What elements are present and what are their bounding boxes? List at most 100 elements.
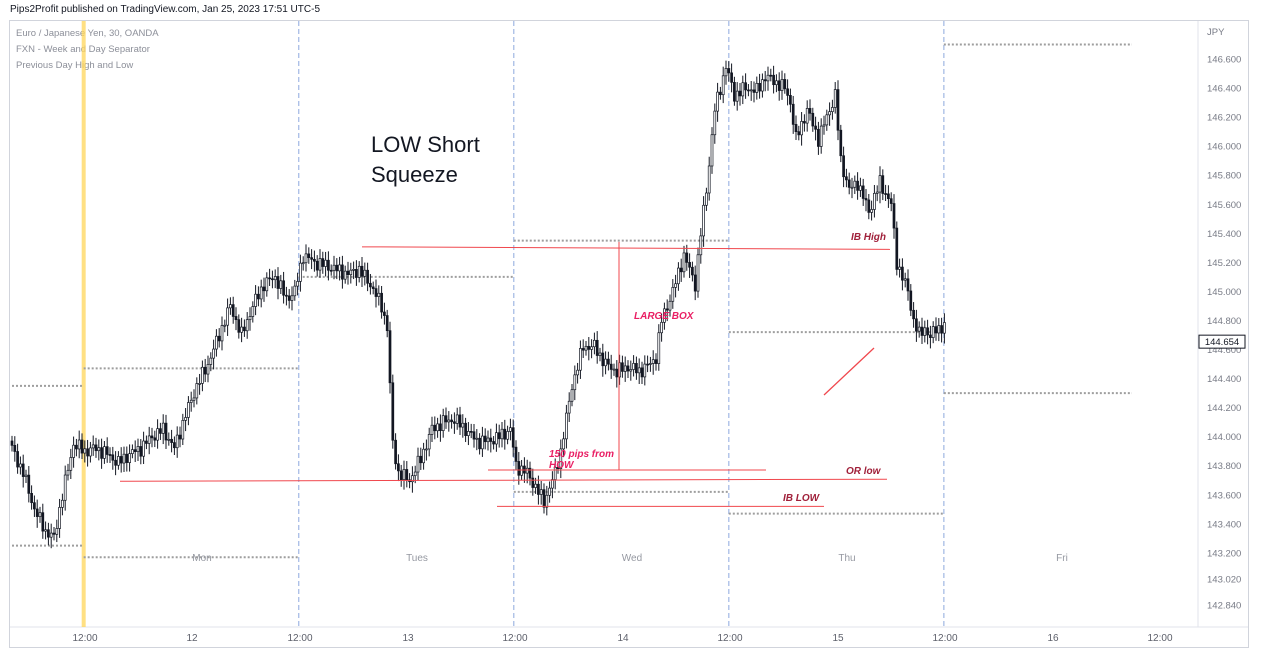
candle-195 <box>556 461 560 474</box>
candle-218 <box>621 355 624 378</box>
candle-181 <box>517 452 521 485</box>
candle-25 <box>80 433 84 460</box>
candle-93 <box>271 270 274 289</box>
candle-36 <box>111 446 115 470</box>
candle-231 <box>657 324 661 371</box>
trend-line[interactable] <box>823 347 875 396</box>
candle-41 <box>125 446 129 472</box>
candle-296 <box>839 124 843 163</box>
candle-307 <box>870 200 873 221</box>
or-low-line[interactable] <box>119 478 888 482</box>
price-tick-5: 145.600 <box>1207 200 1241 211</box>
candle-28 <box>89 441 92 463</box>
candle-170 <box>486 430 490 451</box>
candle-84 <box>245 312 249 339</box>
candle-22 <box>72 436 75 468</box>
candle-252 <box>716 82 719 122</box>
candle-246 <box>699 228 703 264</box>
time-tick-1: 12 <box>186 633 198 644</box>
candle-158 <box>453 412 456 434</box>
candle-64 <box>189 391 193 412</box>
candle-31 <box>97 439 101 461</box>
candle-287 <box>814 116 817 141</box>
ib-high-line[interactable] <box>361 246 891 250</box>
candle-116 <box>335 258 339 280</box>
price-tick-2: 146.200 <box>1207 113 1241 124</box>
candle-294 <box>833 82 837 114</box>
candle-321 <box>909 284 913 317</box>
candle-50 <box>150 427 154 448</box>
candle-332 <box>940 317 943 343</box>
candle-259 <box>735 82 739 111</box>
candle-282 <box>800 112 803 146</box>
candle-240 <box>682 245 686 278</box>
candle-270 <box>766 66 770 91</box>
candle-310 <box>878 166 882 204</box>
candle-130 <box>374 279 378 308</box>
time-tick-3: 13 <box>402 633 414 644</box>
last-price-label: 144.654 <box>1205 337 1239 348</box>
candle-98 <box>285 286 288 306</box>
time-axis[interactable]: 12:00 12 12:00 13 12:00 14 12:00 15 12:00 16 12:00 <box>72 633 1172 644</box>
session-highlight-layer <box>81 21 86 627</box>
candle-290 <box>822 115 826 135</box>
day-labels: Mon Tues Wed Thu Fri <box>192 553 1068 564</box>
candle-7 <box>30 485 33 510</box>
candle-331 <box>937 318 941 342</box>
candle-297 <box>842 146 845 188</box>
candle-265 <box>752 81 756 103</box>
candle-106 <box>307 247 311 264</box>
candle-161 <box>461 414 465 438</box>
candle-177 <box>506 425 509 445</box>
previous-day-levels <box>12 43 1132 559</box>
legend-indicator-prev-day: Previous Day High and Low <box>16 60 134 71</box>
candle-254 <box>721 66 725 104</box>
monday-open-highlight <box>81 21 86 627</box>
candle-77 <box>226 298 229 336</box>
candle-143 <box>411 466 414 493</box>
candle-19 <box>63 465 67 511</box>
price-axis[interactable]: JPY 146.600 146.400 146.200 146.000 145.800 1… <box>1207 27 1241 612</box>
candle-66 <box>195 377 199 405</box>
candle-139 <box>399 464 403 487</box>
candle-153 <box>439 414 442 442</box>
candle-157 <box>450 414 453 429</box>
candle-0 <box>10 435 14 452</box>
candle-261 <box>741 75 745 105</box>
candle-57 <box>170 429 173 453</box>
candle-58 <box>173 436 176 456</box>
candle-119 <box>343 265 347 284</box>
candle-271 <box>769 68 773 82</box>
candle-118 <box>341 255 344 289</box>
candle-105 <box>304 244 308 272</box>
candle-223 <box>635 356 638 380</box>
time-tick-5: 14 <box>617 633 629 644</box>
candle-198 <box>565 404 568 449</box>
candle-280 <box>794 115 798 141</box>
candle-176 <box>503 419 507 450</box>
price-tick-15: 143.600 <box>1207 490 1241 501</box>
candle-194 <box>553 458 557 490</box>
candle-117 <box>338 256 341 281</box>
candle-16 <box>55 519 59 543</box>
candle-141 <box>405 461 409 488</box>
large-box-label: LARGE BOX <box>634 311 695 322</box>
candle-292 <box>828 102 831 126</box>
candle-30 <box>94 437 98 458</box>
candle-46 <box>139 439 143 465</box>
candle-111 <box>321 251 325 274</box>
candle-73 <box>215 329 218 357</box>
candle-207 <box>590 339 593 359</box>
candle-184 <box>525 459 529 484</box>
candle-151 <box>433 416 437 440</box>
candle-166 <box>475 429 479 451</box>
candle-162 <box>464 417 467 443</box>
time-tick-8: 12:00 <box>932 633 957 644</box>
candle-235 <box>668 294 672 317</box>
candle-156 <box>447 411 451 432</box>
candle-160 <box>458 406 462 435</box>
candle-277 <box>786 79 789 106</box>
candle-226 <box>643 355 647 386</box>
candle-300 <box>850 177 854 199</box>
